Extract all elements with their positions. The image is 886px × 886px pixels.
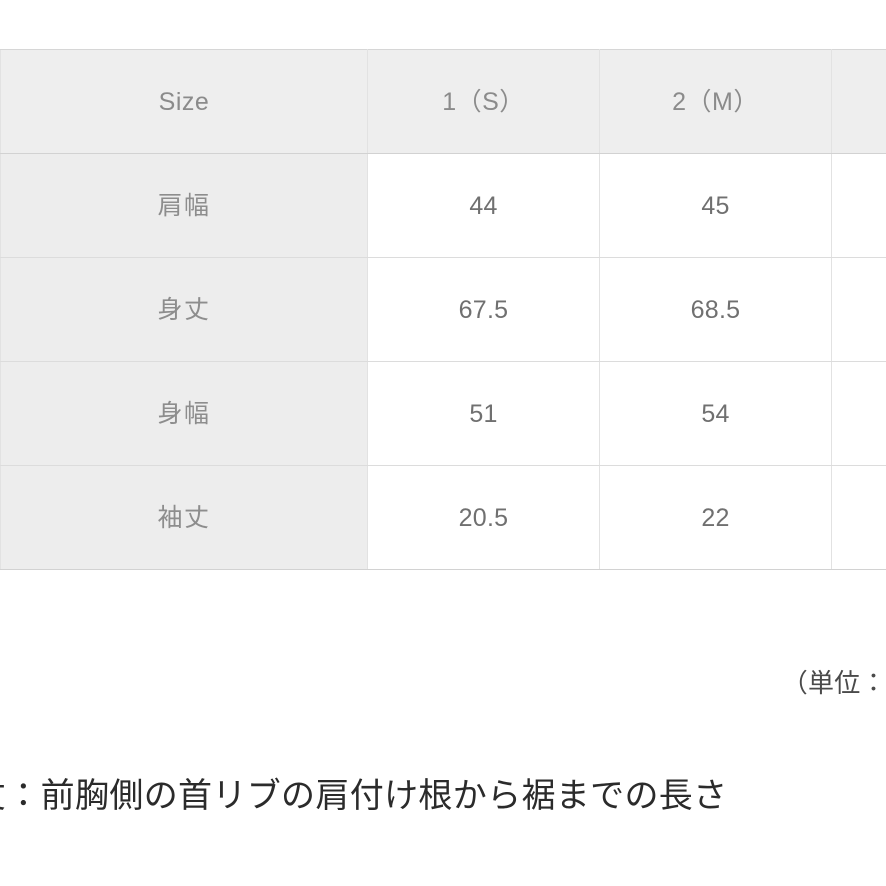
cell-shoulder-width-m: 45 — [599, 153, 832, 258]
measurement-description: 丈：前胸側の首リブの肩付け根から裾までの長さ — [0, 777, 728, 815]
table-header: Size 1（S） 2（M） — [0, 49, 886, 154]
row-label-sleeve-length: 袖丈 — [0, 465, 368, 570]
column-header-size-2: 2（M） — [599, 49, 832, 154]
column-header-size: Size — [0, 49, 368, 154]
table-row: 身丈 67.5 68.5 — [0, 257, 886, 362]
cell-sleeve-length-m: 22 — [599, 465, 832, 570]
table-row: 袖丈 20.5 22 — [0, 465, 886, 570]
size-table: Size 1（S） 2（M） 肩幅 44 45 身丈 67.5 68.5 — [0, 49, 886, 570]
table-header-row: Size 1（S） 2（M） — [0, 49, 886, 154]
table-row: 肩幅 44 45 — [0, 153, 886, 258]
cell-body-width-l — [831, 361, 886, 466]
row-label-shoulder-width: 肩幅 — [0, 153, 368, 258]
unit-note-text: （単位：cm — [781, 668, 886, 698]
column-header-size-1: 1（S） — [367, 49, 600, 154]
size-table-container: Size 1（S） 2（M） 肩幅 44 45 身丈 67.5 68.5 — [0, 49, 886, 570]
column-header-size-3 — [831, 49, 886, 154]
table-row: 身幅 51 54 — [0, 361, 886, 466]
table-body: 肩幅 44 45 身丈 67.5 68.5 身幅 51 54 — [0, 153, 886, 570]
cell-shoulder-width-l — [831, 153, 886, 258]
cell-shoulder-width-s: 44 — [367, 153, 600, 258]
cell-sleeve-length-l — [831, 465, 886, 570]
cell-body-length-m: 68.5 — [599, 257, 832, 362]
cell-body-width-s: 51 — [367, 361, 600, 466]
cell-body-width-m: 54 — [599, 361, 832, 466]
cell-body-length-l — [831, 257, 886, 362]
row-label-body-length: 身丈 — [0, 257, 368, 362]
cell-sleeve-length-s: 20.5 — [367, 465, 600, 570]
cell-body-length-s: 67.5 — [367, 257, 600, 362]
unit-note: （単位：cm — [0, 663, 886, 700]
row-label-body-width: 身幅 — [0, 361, 368, 466]
